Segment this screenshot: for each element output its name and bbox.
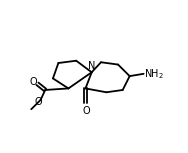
Text: O: O — [30, 77, 37, 87]
Text: N: N — [88, 61, 95, 71]
Text: O: O — [34, 97, 42, 106]
Text: NH$_2$: NH$_2$ — [144, 67, 164, 81]
Text: O: O — [83, 106, 90, 116]
